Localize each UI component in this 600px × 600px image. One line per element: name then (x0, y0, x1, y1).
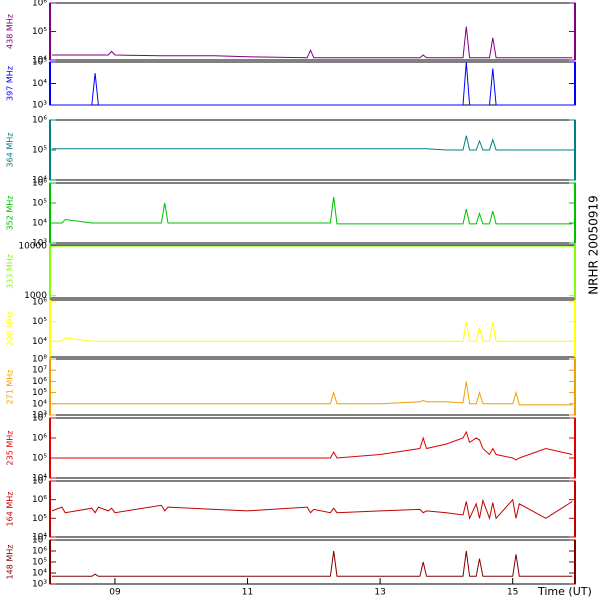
y-tick-label: 10⁴ (32, 219, 47, 229)
series-line (52, 550, 573, 577)
y-tick-label: 10⁸ (32, 355, 47, 365)
y-tick-label: 10⁵ (32, 558, 47, 568)
y-tick-label: 10⁶ (32, 0, 47, 9)
y-tick-label: 10⁵ (32, 27, 47, 37)
y-tick-label: 10⁷ (32, 536, 47, 546)
panel-frame (49, 2, 576, 61)
y-tick-label: 10⁶ (32, 179, 47, 189)
y-tick-label: 10⁷ (32, 414, 47, 424)
series-line (52, 381, 573, 406)
y-tick-label: 10⁵ (32, 199, 47, 209)
y-tick-label: 10000 (18, 242, 47, 252)
y-tick-label: 10⁵ (32, 454, 47, 464)
panel-label: 397 MHz (6, 66, 15, 101)
y-tick-label: 10⁴ (32, 399, 47, 409)
panel-label: 271 MHz (6, 370, 15, 405)
y-tick-label: 10⁵ (32, 514, 47, 524)
series-line (51, 498, 573, 521)
x-tick-label: 09 (109, 588, 121, 598)
y-tick-label: 10³ (32, 411, 47, 421)
panel-label: 438 MHz (6, 14, 15, 49)
panel-frame (49, 417, 576, 479)
y-tick-label: 10⁶ (32, 495, 47, 505)
y-tick-label: 10⁶ (32, 377, 47, 387)
y-tick-label: 10⁵ (32, 58, 47, 68)
x-tick-label: 15 (507, 588, 518, 598)
y-tick-label: 10⁴ (32, 569, 47, 579)
series-line (52, 26, 573, 59)
series-line (52, 196, 573, 225)
panel-frame (49, 299, 576, 358)
y-tick-label: 10⁴ (32, 176, 47, 186)
y-tick-label: 10⁶ (32, 434, 47, 444)
panel-label: 352 MHz (6, 196, 15, 231)
series-line (52, 135, 573, 151)
y-tick-label: 10³ (32, 239, 47, 249)
panel-label: 148 MHz (6, 545, 15, 580)
y-tick-label: 10⁷ (32, 366, 47, 376)
y-tick-label: 10⁴ (32, 533, 47, 543)
y-tick-label: 10⁵ (32, 146, 47, 156)
panel-label: 235 MHz (6, 431, 15, 466)
panel-label: 298 MHz (6, 311, 15, 346)
panel-frame (49, 358, 576, 416)
panel-frame (49, 182, 576, 244)
panel-frame (49, 244, 576, 299)
y-tick-label: 10³ (32, 580, 47, 590)
panel-frame (49, 480, 576, 538)
panel-label: 333 MHz (6, 254, 15, 289)
x-axis-label: Time (UT) (537, 585, 592, 598)
y-tick-label: 10⁴ (32, 79, 47, 89)
y-tick-label: 1000 (24, 291, 47, 301)
y-tick-label: 10⁷ (32, 477, 47, 487)
y-tick-label: 10⁶ (32, 297, 47, 307)
x-tick-label: 13 (374, 588, 385, 598)
series-line (52, 321, 573, 342)
chart-title: NRHR 20050919 (587, 195, 600, 295)
y-tick-label: 10⁶ (32, 116, 47, 126)
y-tick-label: 10⁶ (32, 547, 47, 557)
x-tick-label: 11 (242, 588, 253, 598)
y-tick-label: 10⁴ (32, 337, 47, 347)
y-tick-label: 10⁴ (32, 474, 47, 484)
y-tick-label: 10⁵ (32, 317, 47, 327)
panel-frame (49, 539, 576, 585)
panel-label: 164 MHz (6, 492, 15, 527)
y-tick-label: 10⁴ (32, 56, 47, 66)
panel-label: 364 MHz (6, 133, 15, 168)
panel-frame (49, 61, 576, 106)
y-tick-label: 10⁵ (32, 388, 47, 398)
y-tick-label: 10³ (32, 101, 47, 111)
series-line (52, 430, 573, 461)
series-line (52, 61, 573, 106)
